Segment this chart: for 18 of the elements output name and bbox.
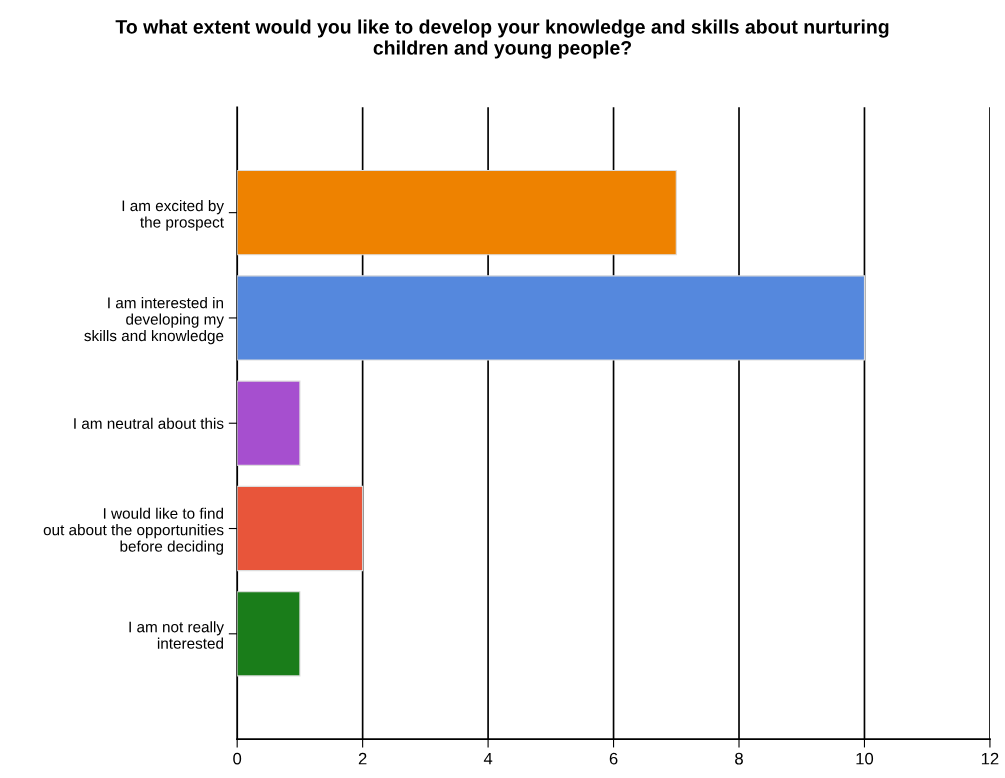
bar (237, 275, 866, 361)
y-tick-label: I am excited by the prospect (122, 200, 224, 231)
chart-title: To what extent would you like to develop your knowledge and skills about nurturing children and young people? (115, 19, 889, 59)
x-tick-label: 0 (233, 752, 242, 765)
x-tick-label: 4 (483, 752, 493, 765)
bar (237, 169, 677, 256)
x-tick-label: 10 (856, 752, 874, 765)
bar (237, 485, 364, 572)
bar (237, 380, 301, 466)
y-tick-label: I am not really interested (129, 621, 224, 649)
y-tick-label: I am neutral about this (74, 417, 224, 429)
bar (237, 591, 301, 677)
x-tick-label: 8 (735, 752, 743, 765)
y-tick-label: I am interested in developing my skills and knowledge (84, 297, 224, 345)
x-tick-label: 12 (981, 752, 999, 765)
x-tick-label: 2 (358, 752, 367, 765)
y-tick-label: I would like to find out about the opportunities before deciding (43, 507, 224, 555)
x-tick-label: 6 (609, 752, 618, 765)
